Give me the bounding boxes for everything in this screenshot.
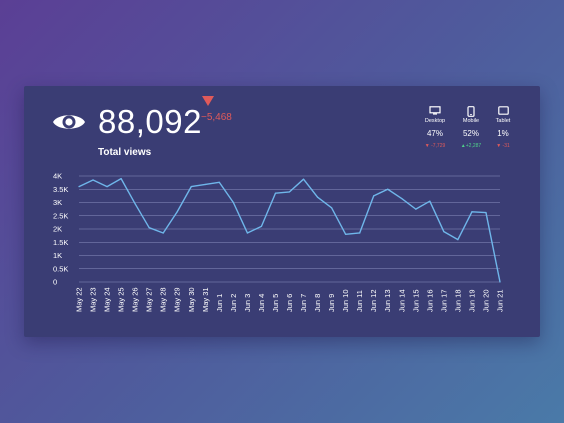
x-tick-label: May 22 <box>75 287 84 312</box>
mobile-icon <box>467 106 475 117</box>
device-mobile: Mobile 52% ▲+2,287 <box>451 106 491 149</box>
x-tick-label: May 24 <box>103 287 112 312</box>
data-point <box>429 200 431 202</box>
data-point <box>401 197 403 200</box>
total-delta-value: −5,468 <box>201 112 232 123</box>
device-label: Mobile <box>462 118 480 124</box>
data-point <box>316 196 319 198</box>
device-delta: ▼ -7,729 <box>424 143 446 149</box>
data-point <box>106 186 108 188</box>
data-point <box>120 178 122 180</box>
device-label: Desktop <box>424 118 446 124</box>
data-point <box>373 195 375 197</box>
x-tick-label: Jun 1 <box>215 294 224 312</box>
x-tick-label: May 26 <box>131 287 140 312</box>
x-tick-label: May 27 <box>145 287 154 312</box>
y-tick-label: 3.5K <box>53 185 68 194</box>
y-tick-label: 1.5K <box>53 238 68 247</box>
x-tick-label: May 28 <box>159 287 168 312</box>
x-tick-label: Jun 14 <box>397 289 406 312</box>
x-tick-label: Jun 12 <box>369 289 378 312</box>
device-desktop: Desktop 47% ▼ -7,729 <box>415 106 455 149</box>
down-arrow-icon <box>202 96 214 106</box>
x-tick-label: May 29 <box>173 287 182 312</box>
y-tick-label: 0 <box>53 278 57 287</box>
data-point <box>190 186 192 188</box>
y-tick-label: 3K <box>53 198 62 207</box>
data-point <box>274 192 277 194</box>
device-percent: 47% <box>426 129 443 138</box>
y-tick-label: 0.5K <box>53 264 68 273</box>
x-tick-label: Jun 19 <box>467 289 476 312</box>
data-point <box>148 227 150 229</box>
y-tick-label: 2.5K <box>53 211 68 220</box>
x-tick-label: Jun 9 <box>327 294 336 312</box>
x-tick-label: May 25 <box>117 287 126 312</box>
data-point <box>176 211 178 213</box>
data-point <box>232 201 234 204</box>
total-views-value: 88,092 <box>98 103 202 140</box>
data-point <box>134 203 136 205</box>
x-tick-label: May 30 <box>187 287 196 312</box>
data-point <box>92 179 94 181</box>
data-point <box>204 183 206 186</box>
data-point <box>499 281 501 283</box>
x-tick-label: Jun 8 <box>313 294 322 312</box>
data-point <box>415 208 417 210</box>
x-tick-label: Jun 18 <box>453 289 462 312</box>
x-tick-label: Jun 13 <box>383 289 392 312</box>
data-point <box>78 186 80 188</box>
y-tick-label: 1K <box>53 251 62 260</box>
x-tick-label: Jun 3 <box>243 294 252 312</box>
x-tick-label: Jun 15 <box>411 289 420 312</box>
views-card <box>24 86 540 337</box>
y-tick-label: 2K <box>53 225 62 234</box>
data-point <box>288 191 291 193</box>
chart-grid <box>79 175 500 283</box>
tablet-icon <box>497 106 509 115</box>
device-delta: ▼ -31 <box>496 143 510 149</box>
data-point <box>218 181 220 183</box>
data-point <box>387 188 389 190</box>
x-tick-label: Jun 7 <box>299 294 308 312</box>
eye-icon <box>53 115 85 129</box>
data-point <box>260 225 263 227</box>
data-point <box>471 211 473 213</box>
data-point <box>457 239 459 241</box>
x-tick-label: May 31 <box>201 287 210 312</box>
device-tablet: Tablet 1% ▼ -31 <box>483 106 523 149</box>
y-tick-label: 4K <box>53 172 62 181</box>
data-point <box>359 232 361 234</box>
device-percent: 52% <box>462 129 479 138</box>
y-axis-labels: 0 0.5K 1K 1.5K 2K 2.5K 3K 3.5K 4K <box>53 172 68 287</box>
x-tick-label: Jun 10 <box>341 289 350 312</box>
x-tick-label: Jun 11 <box>355 290 364 312</box>
chart-series <box>78 177 501 283</box>
x-tick-label: Jun 16 <box>425 289 434 312</box>
series-line <box>78 177 501 283</box>
x-tick-label: Jun 5 <box>271 294 280 312</box>
desktop-icon <box>429 106 441 115</box>
data-point <box>162 232 164 234</box>
data-point <box>246 232 248 234</box>
device-label: Tablet <box>495 118 511 124</box>
data-point <box>331 207 333 209</box>
data-point <box>302 178 305 180</box>
total-views-label: Total views <box>98 147 152 158</box>
data-point <box>443 231 445 233</box>
device-delta: ▲+2,287 <box>460 143 482 149</box>
x-tick-label: Jun 20 <box>481 289 490 312</box>
x-tick-label: Jun 17 <box>439 289 448 312</box>
x-tick-label: May 23 <box>89 287 98 312</box>
data-point <box>345 233 347 235</box>
data-point <box>485 211 487 214</box>
device-percent: 1% <box>497 129 509 138</box>
x-axis-labels: May 22 May 23 May 24 May 25 May 26 May 27 May … <box>75 287 505 312</box>
x-tick-label: Jun 2 <box>229 294 238 312</box>
x-tick-label: Jun 6 <box>285 294 294 312</box>
x-tick-label: Jun 21 <box>496 289 505 312</box>
x-tick-label: Jun 4 <box>257 294 266 312</box>
